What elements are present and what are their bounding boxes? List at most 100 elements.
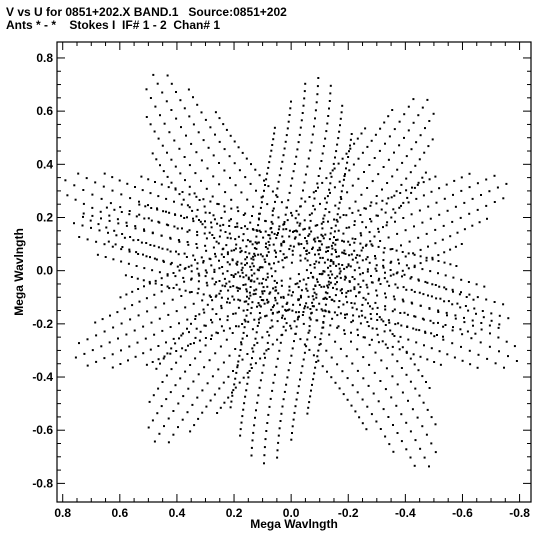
uv-point — [78, 342, 80, 345]
uv-point — [173, 225, 176, 228]
uv-point — [406, 326, 409, 328]
uv-point — [303, 307, 306, 310]
uv-point — [190, 142, 193, 145]
uv-point — [213, 218, 216, 221]
uv-point — [302, 311, 305, 313]
uv-point — [335, 239, 337, 241]
uv-point — [154, 279, 157, 282]
uv-point — [189, 343, 192, 345]
uv-point — [370, 338, 373, 341]
uv-point — [198, 274, 201, 277]
uv-point — [239, 349, 242, 351]
uv-point — [322, 145, 325, 148]
uv-point — [306, 259, 309, 262]
uv-point — [292, 291, 294, 294]
uv-point — [188, 185, 191, 188]
uv-point — [329, 264, 332, 267]
uv-point — [351, 306, 354, 309]
uv-point — [412, 327, 415, 330]
uv-point — [215, 240, 218, 243]
uv-point — [490, 312, 493, 315]
uv-point — [196, 262, 199, 265]
uv-point — [203, 205, 206, 208]
uv-point — [299, 303, 301, 306]
uv-point — [95, 360, 98, 363]
uv-point — [381, 188, 383, 191]
uv-point — [290, 211, 293, 214]
uv-point — [337, 263, 340, 266]
uv-point — [237, 360, 240, 363]
uv-point — [415, 328, 418, 331]
uv-point — [319, 256, 322, 259]
uv-point — [354, 410, 357, 413]
uv-point — [177, 239, 180, 241]
uv-point — [242, 214, 245, 216]
uv-point — [349, 138, 352, 141]
uv-point — [156, 412, 159, 415]
uv-point — [339, 117, 342, 120]
uv-point — [251, 215, 253, 217]
uv-point — [332, 261, 335, 264]
uv-point — [384, 211, 387, 214]
uv-point — [392, 273, 395, 276]
uv-point — [271, 222, 274, 225]
uv-point — [282, 398, 285, 401]
uv-point — [273, 132, 276, 135]
uv-point — [342, 303, 345, 306]
uv-point — [221, 272, 224, 275]
uv-point — [157, 195, 160, 198]
uv-point — [391, 109, 394, 111]
uv-point — [463, 321, 466, 324]
uv-point — [308, 251, 311, 254]
uv-point — [161, 381, 164, 383]
uv-point — [196, 208, 199, 211]
uv-point — [338, 201, 341, 204]
uv-point — [170, 261, 173, 264]
uv-point — [351, 211, 354, 214]
uv-point — [320, 308, 323, 311]
uv-point — [403, 273, 406, 276]
uv-point — [128, 248, 131, 251]
uv-point — [396, 286, 399, 289]
uv-point — [329, 324, 332, 327]
uv-point — [220, 304, 223, 307]
uv-point — [409, 456, 412, 459]
uv-point — [237, 287, 240, 290]
uv-point — [312, 238, 315, 241]
uv-point — [299, 259, 302, 262]
uv-point — [145, 242, 148, 244]
uv-point — [316, 319, 319, 322]
uv-point — [444, 324, 447, 326]
uv-point — [288, 248, 291, 251]
uv-point — [343, 175, 346, 177]
uv-point — [232, 274, 235, 277]
uv-point — [305, 269, 308, 272]
uv-point — [394, 283, 397, 286]
uv-point — [389, 269, 392, 271]
uv-point — [369, 218, 372, 220]
uv-point — [185, 256, 188, 258]
uv-point — [306, 338, 309, 341]
uv-point — [178, 240, 181, 243]
uv-point — [400, 183, 403, 186]
uv-point — [86, 338, 89, 341]
uv-point — [345, 355, 348, 358]
uv-point — [226, 236, 229, 239]
uv-point — [419, 248, 422, 251]
uv-point — [192, 254, 195, 257]
uv-point — [251, 357, 253, 360]
uv-point — [265, 430, 268, 432]
uv-point — [222, 381, 225, 384]
uv-point — [218, 162, 220, 164]
uv-point — [198, 313, 201, 316]
uv-point — [503, 366, 505, 369]
uv-point — [187, 265, 190, 268]
uv-point — [366, 256, 369, 259]
uv-point — [186, 216, 188, 219]
uv-point — [307, 157, 310, 160]
uv-point — [376, 333, 379, 336]
uv-point — [316, 85, 319, 88]
uv-point — [247, 278, 250, 281]
uv-point — [103, 172, 106, 175]
uv-point — [397, 340, 400, 343]
